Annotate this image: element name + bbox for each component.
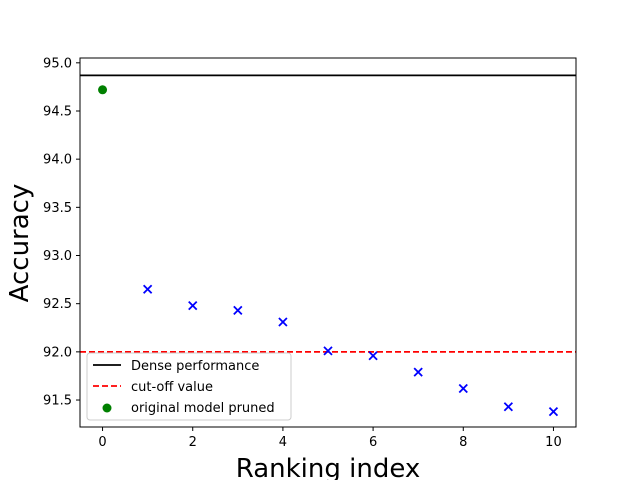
y-tick-label: 95.0	[43, 56, 72, 71]
ranked-model-point	[188, 300, 198, 311]
ranked-model-point	[548, 406, 559, 417]
y-tick-label: 94.5	[43, 104, 72, 119]
y-axis-title: Accuracy	[5, 184, 35, 303]
y-tick-label: 93.0	[43, 249, 72, 264]
ranked-model-point	[142, 284, 153, 294]
y-tick-label: 93.5	[43, 201, 72, 216]
y-tick-label: 91.5	[43, 394, 72, 409]
legend-label-cutoff: cut-off value	[131, 380, 213, 395]
x-tick-label: 10	[545, 435, 562, 450]
x-tick-label: 6	[369, 435, 377, 450]
x-tick-label: 2	[189, 435, 197, 450]
legend-label-dense: Dense performance	[131, 359, 259, 374]
y-tick-label: 94.0	[43, 153, 72, 168]
ranked-model-point	[458, 383, 468, 394]
x-axis-title: Ranking index	[236, 454, 421, 480]
ranked-model-point	[413, 367, 423, 377]
legend-label-original: original model pruned	[131, 401, 275, 416]
ranked-model-point	[323, 346, 333, 356]
legend-swatch-original	[102, 403, 112, 413]
x-tick-label: 4	[279, 435, 287, 450]
ranked-model-point	[233, 305, 243, 316]
x-tick-label: 0	[98, 435, 106, 450]
x-axis-ticks: 0 2 4 6 8 10	[98, 427, 562, 450]
legend-box	[86, 352, 292, 421]
series-layer	[80, 74, 576, 417]
y-axis-ticks: 91.5 92.0 92.5 93.0 93.5 94.0 94.5 95.0	[43, 56, 80, 409]
original-model-point	[98, 85, 108, 95]
ranked-model-point	[368, 351, 378, 361]
ranked-model-point	[278, 317, 288, 327]
ranked-model-point	[503, 402, 514, 412]
x-tick-label: 8	[459, 435, 467, 450]
y-tick-label: 92.0	[43, 345, 72, 360]
plot-frame	[79, 57, 577, 428]
legend: Dense performance cut-off value original…	[86, 352, 292, 421]
y-tick-label: 92.5	[43, 297, 72, 312]
